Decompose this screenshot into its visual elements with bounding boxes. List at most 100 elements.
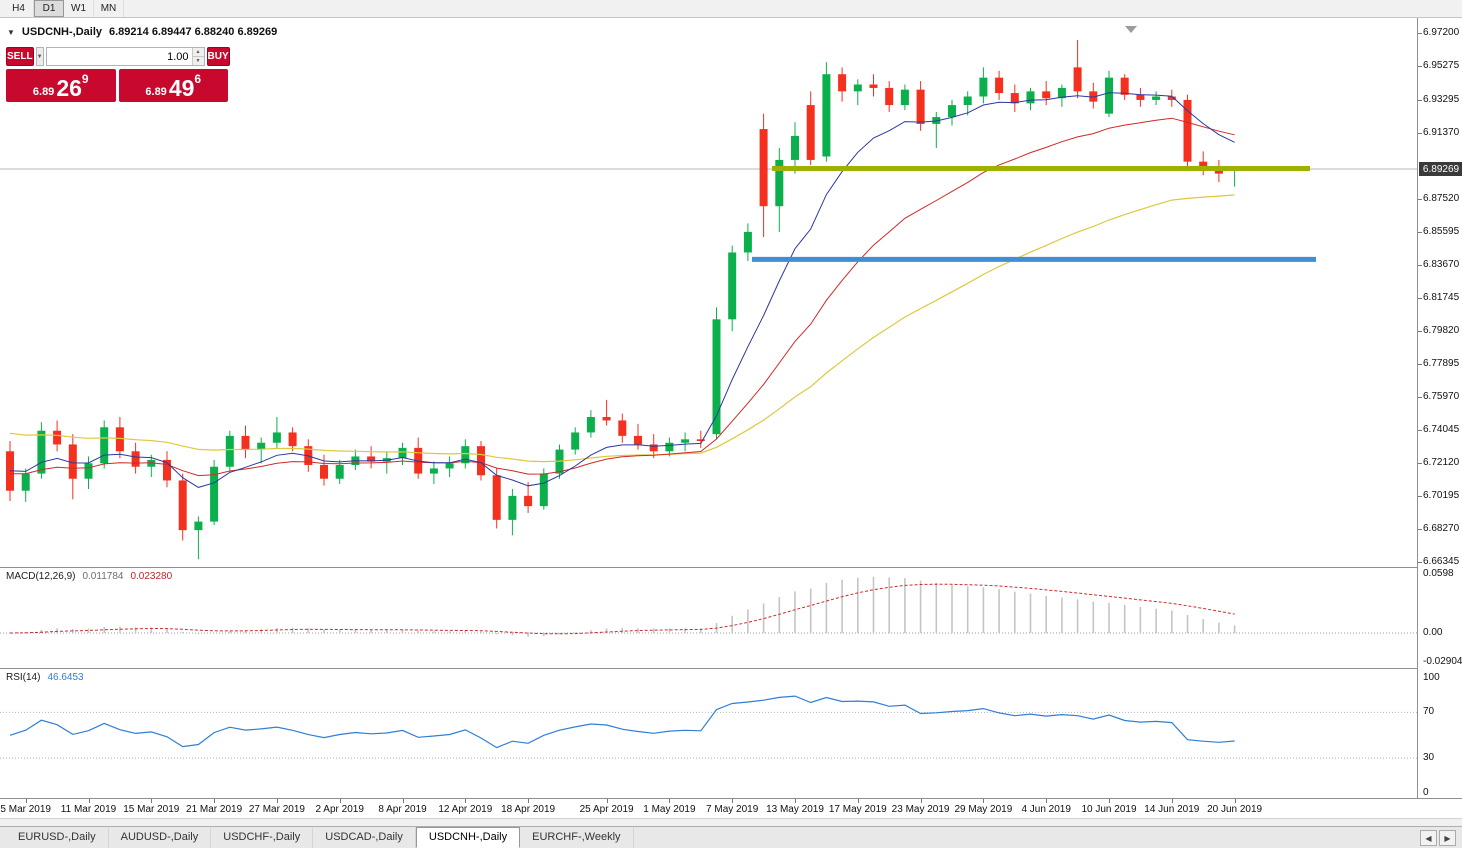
candle <box>963 91 972 116</box>
candle <box>1057 84 1066 107</box>
time-axis-tick <box>214 799 216 803</box>
volume-input[interactable] <box>46 48 192 65</box>
buy-button[interactable]: BUY <box>206 47 230 66</box>
candle <box>272 417 281 448</box>
price-axis-label: 6.83670 <box>1423 258 1460 270</box>
price-axis-label: 6.75970 <box>1423 390 1460 402</box>
buy-price-button[interactable]: 6.89 49 6 <box>118 69 228 102</box>
panel-splitter-macd[interactable] <box>0 567 1462 568</box>
time-axis-label: 18 Apr 2019 <box>501 804 556 815</box>
time-axis[interactable]: 5 Mar 2019 11 Mar 2019 15 Mar 2019 21 Mar 2… <box>0 799 1462 818</box>
timeframe-d1-button[interactable]: D1 <box>34 0 64 17</box>
time-axis-tick <box>795 799 796 803</box>
tab-scroll-right-button[interactable]: ▶ <box>1439 830 1456 846</box>
candle <box>602 399 611 426</box>
volume-decrease-button[interactable]: ▼ <box>192 56 204 65</box>
panel-splitter-rsi[interactable] <box>0 668 1462 669</box>
tab-usdcad-daily[interactable]: USDCAD-,Daily <box>313 828 416 848</box>
candle <box>1199 151 1208 176</box>
candle <box>524 482 533 514</box>
time-axis-label: 10 Jun 2019 <box>1081 804 1137 815</box>
rsi-panel[interactable]: RSI(14) 46.6453 <box>0 669 1417 798</box>
tab-scroll-controls: ◀ ▶ <box>1420 830 1462 848</box>
volume-dropdown-button[interactable]: ▼ <box>35 47 44 66</box>
rsi-value: 46.6453 <box>47 672 84 683</box>
time-axis-tick <box>732 799 734 803</box>
candle <box>288 427 297 452</box>
candle <box>257 437 266 464</box>
price-axis-label: 6.85595 <box>1423 225 1460 237</box>
candle <box>84 456 93 490</box>
time-axis-tick <box>606 799 608 803</box>
main-chart-panel[interactable]: ▼ USDCNH-,Daily 6.89214 6.89447 6.88240 … <box>0 18 1417 567</box>
candle <box>414 437 423 479</box>
rsi-axis-label: 0 <box>1423 786 1429 798</box>
price-axis-label: 6.91370 <box>1423 127 1460 138</box>
chart-shift-marker[interactable] <box>1125 26 1137 33</box>
time-axis-tick <box>920 799 922 803</box>
price-axis-tick <box>1418 199 1422 200</box>
buy-price-prefix: 6.89 <box>145 86 167 98</box>
tab-audusd-daily[interactable]: AUDUSD-,Daily <box>109 828 212 848</box>
rsi-axis-label: 100 <box>1423 672 1440 683</box>
candle <box>665 437 674 457</box>
candle <box>225 430 234 472</box>
volume-increase-button[interactable]: ▲ <box>192 48 204 56</box>
volume-field: ▲ ▼ <box>45 47 205 66</box>
timeframe-mn-button[interactable]: MN <box>94 0 124 17</box>
rsi-axis-label: 70 <box>1423 706 1435 718</box>
price-axis[interactable]: 6.97200 6.95275 6.93295 6.91370 6.87520 6.855… <box>1417 18 1462 798</box>
time-axis-separator <box>0 798 1462 799</box>
candle <box>1010 84 1019 112</box>
macd-panel[interactable]: MACD(12,26,9) 0.011784 0.023280 <box>0 568 1417 668</box>
tab-scroll-left-button[interactable]: ◀ <box>1420 830 1437 846</box>
tab-usdcnh-daily[interactable]: USDCNH-,Daily <box>415 827 521 848</box>
tab-eurchf-weekly[interactable]: EURCHF-,Weekly <box>520 828 634 848</box>
one-click-toggle-icon[interactable]: ▼ <box>7 27 15 37</box>
sell-button[interactable]: SELL <box>6 47 34 66</box>
time-axis-tick <box>151 799 153 803</box>
sell-price-button[interactable]: 6.89 26 9 <box>6 69 116 102</box>
candle <box>948 99 956 126</box>
time-axis-label: 15 Mar 2019 <box>123 804 180 815</box>
candle <box>853 79 862 106</box>
time-axis-label: 21 Mar 2019 <box>186 804 243 815</box>
candle <box>163 451 171 488</box>
trade-controls-row: SELL ▼ ▲ ▼ BUY <box>6 47 230 66</box>
time-axis-label: 23 May 2019 <box>891 804 950 815</box>
candle <box>477 441 485 481</box>
candle <box>100 420 109 469</box>
price-plot[interactable] <box>0 18 1417 567</box>
candle <box>68 434 77 500</box>
one-click-trade-panel: SELL ▼ ▲ ▼ BUY 6.89 26 9 <box>6 47 230 102</box>
candle <box>1152 91 1161 106</box>
price-axis-tick <box>1418 396 1422 398</box>
time-axis-tick <box>1234 799 1236 803</box>
sell-price-main: 26 <box>56 75 82 101</box>
price-axis-label: 6.72120 <box>1423 456 1460 468</box>
timeframe-h4-button[interactable]: H4 <box>4 0 34 17</box>
time-axis-label: 14 Jun 2019 <box>1144 804 1200 815</box>
candle <box>1042 81 1051 106</box>
time-axis-label: 13 May 2019 <box>766 804 824 815</box>
candle <box>492 468 501 529</box>
tab-usdchf-daily[interactable]: USDCHF-,Daily <box>211 828 314 848</box>
candle <box>131 442 140 474</box>
tab-eurusd-daily[interactable]: EURUSD-,Daily <box>6 828 109 848</box>
macd-axis-label: -0.029049 <box>1423 655 1462 667</box>
time-axis-label: 2 Apr 2019 <box>315 804 364 815</box>
price-axis-label: 6.87520 <box>1423 193 1460 204</box>
price-axis-label: 6.95275 <box>1423 60 1460 72</box>
time-axis-tick <box>88 799 90 803</box>
candle <box>1183 94 1192 169</box>
time-axis-label: 12 Apr 2019 <box>438 804 493 815</box>
candle <box>1089 82 1098 109</box>
timeframe-w1-button[interactable]: W1 <box>64 0 94 17</box>
rsi-axis-label: 30 <box>1423 752 1435 764</box>
candle <box>712 307 721 440</box>
price-axis-label: 6.81745 <box>1423 291 1460 303</box>
rsi-header: RSI(14) 46.6453 <box>6 672 84 683</box>
candle <box>979 67 988 104</box>
candle <box>775 147 784 232</box>
